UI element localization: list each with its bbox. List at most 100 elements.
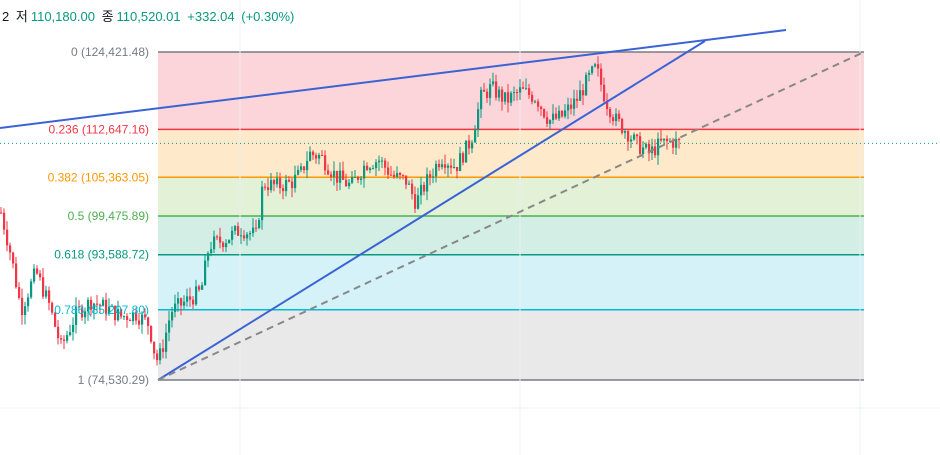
candle-body <box>327 170 330 175</box>
candle-body <box>144 314 147 318</box>
candle-body <box>312 151 315 156</box>
candle-body <box>186 296 189 302</box>
candle-body <box>282 188 285 192</box>
upper-trend-line[interactable] <box>0 29 787 129</box>
candle-body <box>321 154 324 156</box>
candle-body <box>246 234 249 239</box>
candle-body <box>261 186 264 221</box>
candle-body <box>408 183 411 185</box>
candle-body <box>573 98 576 109</box>
candle-body <box>198 286 201 290</box>
candle-body <box>267 187 270 191</box>
candle-body <box>654 146 657 156</box>
candle-body <box>405 175 408 185</box>
fib-band-0.236 <box>158 129 864 178</box>
rising-support-line[interactable] <box>157 40 706 381</box>
candle-body <box>489 84 492 98</box>
candle-body <box>60 338 63 340</box>
candle-body <box>447 165 450 168</box>
candle-body <box>471 142 474 149</box>
candle-body <box>63 339 66 341</box>
candle-body <box>174 303 177 312</box>
candle-body <box>375 162 378 169</box>
candle-body <box>477 109 480 131</box>
candle-body <box>516 92 519 94</box>
candle-body <box>237 226 240 236</box>
fib-band-0.382 <box>158 177 864 216</box>
candle-body <box>438 163 441 168</box>
candle-body <box>417 195 420 209</box>
candle-body <box>393 174 396 177</box>
candle-body <box>585 74 588 96</box>
candle-body <box>135 312 138 321</box>
candle-body <box>15 263 18 288</box>
candle-body <box>558 110 561 119</box>
candle-body <box>615 113 618 122</box>
candle-body <box>108 306 111 314</box>
candle-body <box>522 87 525 89</box>
candle-body <box>339 170 342 183</box>
candle-body <box>219 236 222 243</box>
candle-body <box>414 194 417 209</box>
candle-body <box>561 110 564 117</box>
candle-body <box>54 312 57 327</box>
candle-body <box>126 316 129 320</box>
candle-body <box>153 341 156 354</box>
candle-body <box>93 303 96 310</box>
candle-body <box>387 167 390 175</box>
fib-trend-dashed-line[interactable] <box>157 51 865 381</box>
candle-body <box>150 325 153 342</box>
candle-body <box>87 299 90 312</box>
candle-body <box>546 117 549 124</box>
candle-body <box>495 81 498 98</box>
trend-lines[interactable] <box>0 29 865 381</box>
candle-body <box>234 226 237 231</box>
candle-body <box>606 101 609 110</box>
candle-body <box>324 155 327 171</box>
candle-body <box>252 227 255 234</box>
candle-body <box>123 316 126 318</box>
candle-body <box>240 235 243 237</box>
candle-body <box>117 309 120 321</box>
candle-body <box>663 138 666 141</box>
candle-body <box>480 89 483 110</box>
candlestick-series <box>0 56 681 366</box>
candle-body <box>675 138 678 148</box>
candle-body <box>642 147 645 154</box>
candle-body <box>285 179 288 192</box>
candle-body <box>336 170 339 183</box>
candle-body <box>453 166 456 168</box>
candle-body <box>51 302 54 313</box>
fib-label-0.5: 0.5 (99,475.89) <box>68 209 149 223</box>
candle-body <box>84 311 87 318</box>
candle-body <box>345 179 348 187</box>
ohlc-legend: 2 저 110,180.00 종 110,520.01 +332.04 (+0.30… <box>2 6 297 25</box>
candle-body <box>627 131 630 142</box>
candle-body <box>597 64 600 69</box>
fibonacci-retracement-bands <box>158 51 864 381</box>
candle-body <box>294 174 297 189</box>
candle-body <box>249 233 252 235</box>
candle-body <box>18 287 21 298</box>
candle-body <box>441 164 444 168</box>
candle-body <box>192 299 195 305</box>
candle-body <box>402 174 405 176</box>
candle-body <box>531 94 534 102</box>
candle-body <box>225 243 228 248</box>
fib-label-0: 0 (124,421.48) <box>71 45 149 59</box>
candle-body <box>465 140 468 163</box>
candle-body <box>384 160 387 168</box>
candle-body <box>348 182 351 187</box>
candle-body <box>189 296 192 300</box>
candle-body <box>510 93 513 103</box>
candle-body <box>132 312 135 322</box>
candle-body <box>399 173 402 175</box>
candle-body <box>363 165 366 179</box>
candle-body <box>48 290 51 303</box>
candle-body <box>621 118 624 133</box>
candle-body <box>426 174 429 192</box>
candle-body <box>342 170 345 180</box>
candle-body <box>567 104 570 111</box>
candle-body <box>609 109 612 118</box>
